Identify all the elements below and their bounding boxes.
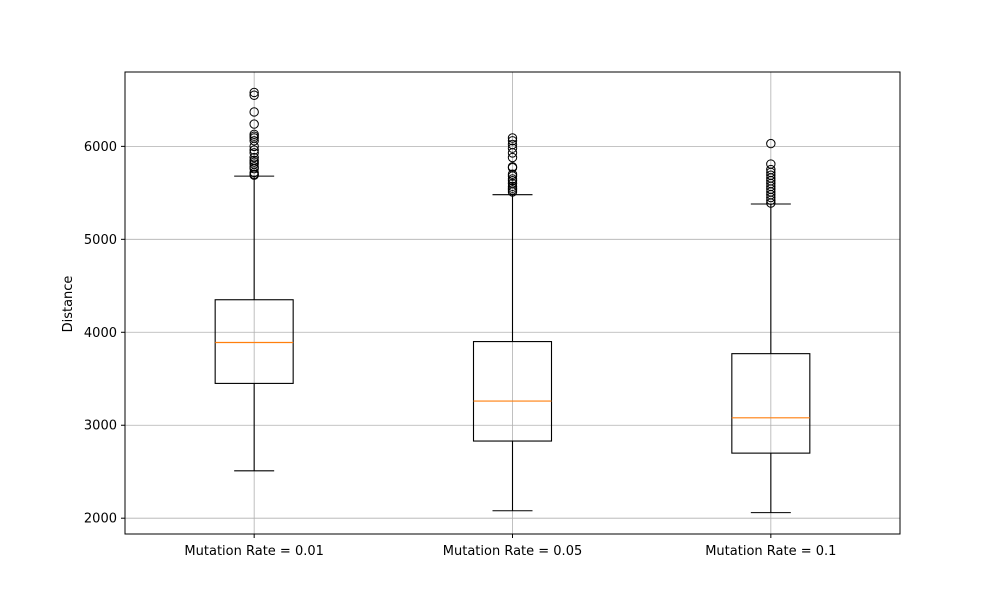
outlier-point [507, 181, 518, 192]
y-tick-label: 4000 [84, 326, 117, 341]
y-axis-label: Distance [61, 276, 76, 333]
y-tick-label: 6000 [84, 140, 117, 155]
outlier-point [766, 170, 776, 180]
outlier-point [507, 162, 518, 172]
outlier-point [507, 169, 518, 179]
x-tick-label: Mutation Rate = 0.05 [443, 544, 582, 559]
outlier-point [507, 133, 518, 143]
box-layer [214, 87, 811, 514]
outlier-point [766, 164, 776, 175]
y-tick-label: 3000 [84, 419, 117, 434]
outlier-point [766, 138, 776, 149]
outlier-point [507, 139, 518, 150]
outlier-point [249, 162, 259, 172]
iqr-box [472, 341, 553, 442]
axes-layer: 2000 3000 4000 5000 6000 Mutation Rate = 0.01… [84, 71, 901, 559]
y-tick-label: 2000 [84, 512, 117, 527]
outlier-point [249, 87, 259, 98]
outlier-point [249, 155, 259, 166]
y-tick-label: 5000 [84, 233, 117, 248]
x-tick-label: Mutation Rate = 0.01 [184, 544, 323, 559]
iqr-box [731, 353, 811, 454]
outlier-point [249, 136, 259, 146]
outlier-point [507, 143, 518, 153]
box-series [472, 133, 553, 512]
outlier-point [507, 136, 518, 146]
outlier-point [766, 159, 776, 169]
outlier-point [249, 145, 259, 155]
outlier-point [507, 152, 518, 163]
outlier-point [249, 148, 259, 158]
box-series [731, 138, 811, 514]
outlier-point [249, 107, 259, 117]
box-series [214, 87, 294, 472]
outlier-point [507, 174, 518, 184]
outlier-point [249, 119, 259, 129]
outlier-point [249, 129, 259, 139]
outlier-point [249, 152, 259, 163]
outlier-point [507, 178, 518, 189]
outlier-point [249, 90, 259, 100]
iqr-box [214, 299, 294, 384]
x-tick-label: Mutation Rate = 0.1 [705, 544, 836, 559]
